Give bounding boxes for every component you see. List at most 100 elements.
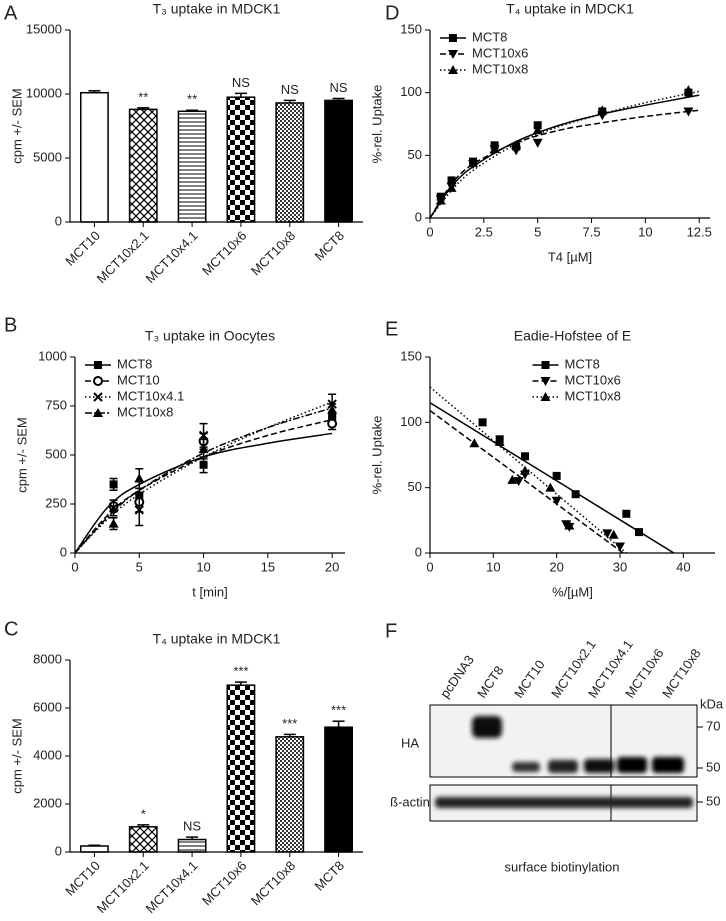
- marker: [597, 105, 608, 115]
- x-tick-label: 10: [196, 559, 210, 574]
- blot-caption: surface biotinylation: [505, 859, 620, 874]
- x-tick-label: MCT8: [312, 858, 348, 894]
- bar: [226, 684, 256, 853]
- axes: [429, 357, 715, 554]
- x-tick-label: 20: [549, 559, 563, 574]
- bar: [226, 96, 256, 223]
- y-tick-label: 0: [415, 209, 422, 224]
- legend-marker: [448, 65, 458, 74]
- lane-label: pcDNA3: [437, 652, 477, 700]
- legend-marker: [449, 34, 457, 42]
- y-tick-label: 10000: [26, 85, 62, 100]
- panel-label: E: [385, 318, 398, 340]
- y-axis-label: cpm +/- SEM: [9, 88, 24, 164]
- marker: [683, 107, 694, 117]
- chart-title: T₄ uptake in MDCK1: [153, 631, 281, 647]
- legend-label: MCT10x6: [472, 45, 528, 60]
- fit-line: [74, 418, 333, 554]
- x-tick-label: MCT8: [312, 228, 348, 264]
- y-axis-label: cpm +/- SEM: [9, 718, 24, 794]
- axes: [74, 357, 345, 554]
- legend-marker: [93, 392, 103, 402]
- x-tick-label: MCT10x8: [248, 858, 298, 908]
- band: [512, 762, 540, 772]
- y-tick-label: 0: [60, 544, 67, 559]
- blot: kDa HA ß-actin surface biotinylation: [390, 696, 724, 874]
- legend-label: MCT8: [117, 356, 152, 371]
- marker: [489, 144, 500, 154]
- legend-label: MCT10x8: [565, 388, 621, 403]
- bar: [128, 826, 158, 853]
- marker: [507, 474, 518, 484]
- significance-label: **: [138, 89, 148, 104]
- significance-label: NS: [232, 75, 250, 90]
- y-tick-label: 1000: [38, 348, 67, 363]
- band: [548, 760, 578, 773]
- bar: [324, 726, 354, 853]
- kda-label: 50: [706, 759, 720, 774]
- marker: [533, 121, 542, 130]
- marker: [469, 438, 480, 448]
- x-tick-label: MCT10x6: [199, 228, 249, 278]
- y-tick-label: 100: [400, 84, 422, 99]
- y-axis-label: %-rel. Uptake: [369, 416, 384, 495]
- legend-label: MCT8: [565, 356, 600, 371]
- y-axis-label: cpm +/- SEM: [14, 417, 29, 493]
- significance-label: ***: [282, 716, 297, 731]
- y-tick-label: 50: [408, 147, 422, 162]
- panel-label: F: [385, 620, 397, 642]
- x-tick-label: 0: [426, 559, 433, 574]
- marker: [478, 418, 487, 427]
- legend-marker: [93, 408, 103, 417]
- x-tick-label: 15: [261, 559, 275, 574]
- panel-label: B: [4, 314, 17, 336]
- marker: [108, 518, 119, 528]
- marker: [494, 436, 505, 446]
- marker: [520, 465, 530, 475]
- legend-marker: [540, 377, 551, 386]
- y-tick-label: 50: [408, 479, 422, 494]
- x-tick-label: 40: [676, 559, 690, 574]
- marker: [511, 140, 522, 150]
- marker: [435, 195, 446, 205]
- marker: [468, 157, 479, 167]
- band: [472, 716, 502, 738]
- row-label: ß-actin: [390, 794, 430, 809]
- y-tick-label: 250: [45, 495, 67, 510]
- bar: [177, 110, 207, 223]
- x-tick-label: 12.5: [687, 224, 712, 239]
- kda-label: 70: [706, 718, 720, 733]
- marker: [327, 404, 338, 414]
- y-tick-label: 15000: [26, 21, 62, 36]
- significance-label: NS: [330, 80, 348, 95]
- chart-title: T₃ uptake in Oocytes: [145, 328, 275, 344]
- marker: [564, 520, 575, 530]
- axes: [69, 30, 363, 223]
- marker: [447, 176, 456, 185]
- x-tick-label: 5: [136, 559, 143, 574]
- x-tick-label: MCT10: [62, 228, 103, 269]
- bar: [275, 102, 305, 223]
- marker: [602, 529, 613, 539]
- marker: [683, 85, 694, 95]
- fit-line: [429, 402, 675, 554]
- marker: [199, 460, 208, 469]
- panel-label: C: [4, 618, 18, 640]
- y-tick-label: 500: [45, 446, 67, 461]
- lane-label: MCT10: [511, 657, 548, 701]
- marker: [327, 418, 338, 429]
- band: [435, 797, 693, 808]
- legend-marker: [448, 50, 458, 59]
- fit-line: [429, 409, 624, 554]
- x-tick-label: MCT10x4.1: [143, 858, 201, 916]
- x-axis-label: T4 [µM]: [548, 249, 592, 264]
- marker: [198, 430, 209, 441]
- fit-line: [429, 94, 700, 219]
- bar: [324, 99, 354, 223]
- marker: [532, 138, 543, 148]
- legend-label: MCT10x8: [472, 61, 528, 76]
- marker: [545, 482, 556, 492]
- fit-line: [429, 109, 700, 219]
- x-axis-label: t [min]: [192, 584, 227, 599]
